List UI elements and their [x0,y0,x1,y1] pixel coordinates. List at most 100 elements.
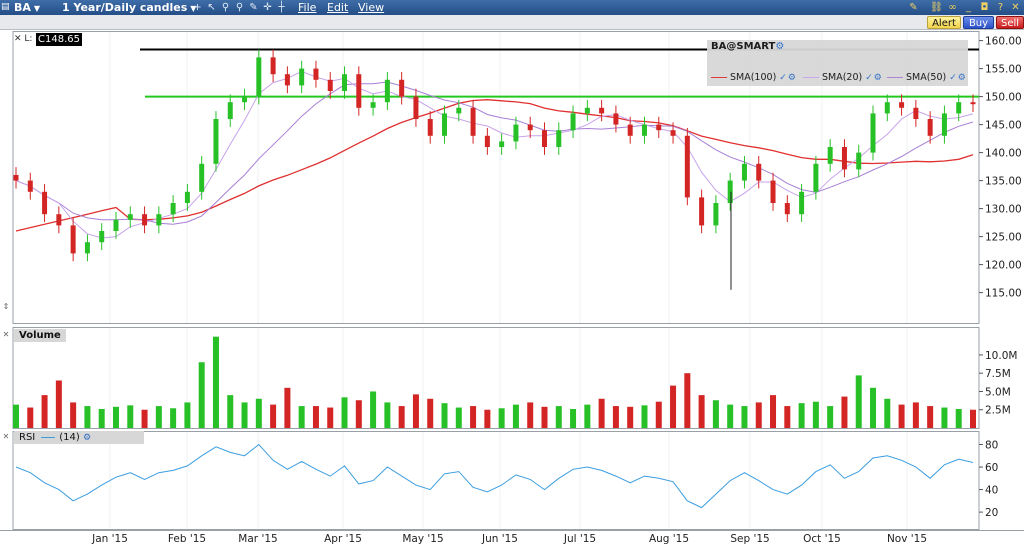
volume-bar [784,406,791,428]
candle-body [256,57,262,97]
candle-body [684,135,690,198]
period-selector[interactable]: 1 Year/Daily candles ▼ [62,0,196,15]
candle-body [42,191,48,215]
candle-body [784,203,790,215]
candle-body [370,102,376,108]
volume-bar [612,406,619,428]
y-tick-label: 5.0M [985,386,1011,398]
crosshair-icon[interactable]: + [193,2,202,13]
menu-view[interactable]: View [358,0,384,15]
y-tick-label: 155.00 [985,64,1022,76]
candle-body [56,214,62,226]
candle-body [299,68,305,86]
ruler-icon[interactable]: ✎ [249,2,258,13]
gear-icon[interactable]: ⚙ [82,433,92,443]
candle-body [442,113,448,136]
volume-bar [98,409,105,428]
volume-bar [498,408,505,428]
close-icon[interactable]: ✕ [1011,2,1020,13]
candle-body [213,119,219,164]
menu-file[interactable]: File [298,0,316,15]
volume-bar [912,402,919,428]
candle-body [356,74,362,108]
binoculars-icon[interactable]: ∞ [948,2,957,13]
expand-icon[interactable]: ⇕ [2,302,10,311]
volume-bar [241,402,248,428]
pane-toggle-icon[interactable]: ✕ [2,330,10,339]
candle-body [113,219,119,231]
x-tick-label: Jan '15 [91,533,128,545]
candle-body [170,203,176,215]
y-tick-label: 60 [985,462,998,474]
gear-icon[interactable]: ⚙ [787,73,796,83]
volume-bar [298,406,305,428]
cursor-icon[interactable]: ↖ [207,2,216,13]
lock-icon[interactable]: ◘ [980,2,989,13]
gear-icon[interactable]: ⚙ [957,73,966,83]
y-tick-label: 115.00 [985,288,1022,300]
volume-bar [270,404,277,428]
alert-button[interactable]: Alert [927,16,961,29]
volume-bar [155,406,162,428]
volume-bar [355,400,362,428]
menu-view-label: View [358,1,385,14]
y-tick-label: 120.00 [985,260,1022,272]
candle-body [756,163,762,181]
candle-body [199,163,205,192]
check-icon[interactable]: ✓ [865,73,873,83]
y-tick-label: 7.5M [985,368,1011,380]
legend-item-sma50[interactable]: SMA(50) ✓⚙ [887,72,966,83]
window-menu-icon[interactable]: ▤ [1,2,10,12]
volume-bar [798,403,805,428]
volume-bar [970,409,976,428]
legend-item-sma100[interactable]: SMA(100) ✓⚙ [711,72,796,83]
volume-bar [470,406,477,428]
candle-body [513,124,519,142]
close-x-icon[interactable]: ✕ [14,34,22,44]
gear-icon[interactable]: ⚙ [775,41,785,52]
x-tick-label: Feb '15 [168,533,206,545]
candle-body [284,74,290,86]
x-tick-label: May '15 [402,533,443,545]
candle-body [470,107,476,136]
minimize-icon[interactable]: _ [966,2,971,13]
cross-tool-icon[interactable]: ✛ [263,2,272,13]
candle-body [127,214,133,220]
chart-canvas[interactable]: 160.00 155.00 150.00 145.00 140.00 135.00 130.… [0,31,1024,547]
volume-bar [741,406,748,428]
pane-toggle-icon[interactable]: ✕ [2,432,10,441]
volume-bar [527,402,534,428]
menu-edit[interactable]: Edit [327,0,348,15]
candle-body [227,102,233,119]
help-icon[interactable]: ? [997,2,1004,13]
check-icon[interactable]: ✓ [949,73,957,83]
pencil-icon[interactable]: ✎ [909,2,918,13]
symbol-selector[interactable]: BA ▼ [14,0,40,15]
legend-item-sma20[interactable]: SMA(20) ✓⚙ [803,72,882,83]
volume-bar [598,398,605,428]
volume-bar [112,406,119,428]
bar-tool-icon[interactable]: ┼ [278,2,285,13]
volume-bar [198,362,205,428]
gear-icon[interactable]: ⚙ [873,73,882,83]
volume-bar [70,402,77,428]
volume-bar [484,409,491,428]
zoom-icon[interactable]: ⚲ [235,2,244,13]
legend-label: SMA(100) [730,72,777,83]
check-icon[interactable]: ✓ [779,73,787,83]
candle-body [827,147,833,164]
y-tick-label: 130.00 [985,204,1022,216]
search-icon[interactable]: ⚲ [221,2,230,13]
volume-bar [670,385,677,428]
sma50-line [15,81,974,225]
volume-bar [641,405,648,428]
candle-body [970,102,976,105]
x-tick-label: Aug '15 [649,533,689,545]
legend-label: SMA(20) [822,72,863,83]
link-icon[interactable]: ⛓ [930,2,943,13]
volume-bar [412,394,419,428]
volume-bar [698,395,705,428]
sell-button[interactable]: Sell [996,16,1024,29]
buy-button[interactable]: Buy [963,16,994,29]
y-tick-label: 150.00 [985,92,1022,104]
